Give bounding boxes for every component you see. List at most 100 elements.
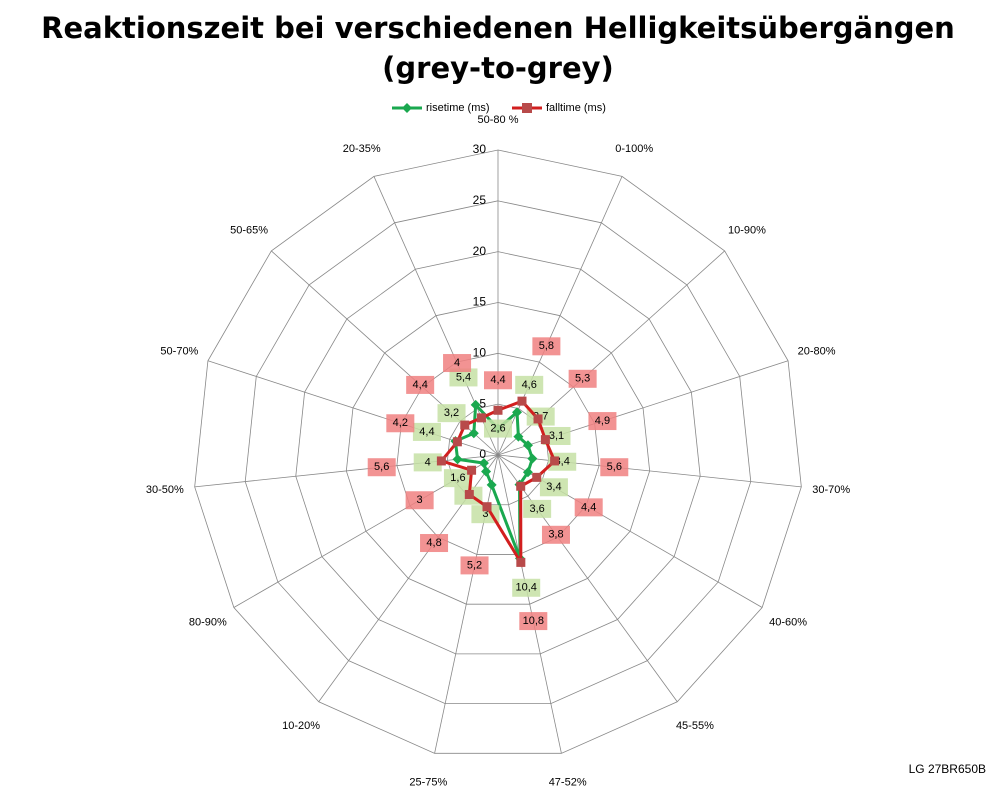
data-label-bg — [484, 419, 512, 438]
category-label: 25-75% — [409, 777, 447, 786]
data-label-text: 4,4 — [413, 379, 428, 391]
marker — [550, 456, 560, 466]
grid-ring — [295, 251, 701, 655]
data-label-text: 3 — [417, 494, 423, 506]
r-tick-label: 20 — [473, 244, 487, 258]
data-label-text: 5,2 — [467, 559, 482, 571]
category-label: 20-80% — [798, 345, 836, 357]
category-label: 10-20% — [282, 720, 320, 732]
legend-marker — [402, 103, 412, 113]
data-label-text: 5,6 — [607, 461, 622, 473]
data-label-text: 4,4 — [490, 374, 505, 386]
data-label-text: 3 — [482, 508, 488, 520]
data-label-bg — [532, 337, 561, 356]
legend-marker — [522, 103, 532, 113]
data-label-bg — [541, 525, 570, 544]
data-label-text: 4 — [425, 456, 431, 468]
marker — [468, 428, 479, 439]
r-tick-label: 0 — [479, 447, 486, 461]
data-label-bg — [405, 491, 434, 510]
category-label: 0-100% — [615, 143, 653, 155]
spoke — [497, 454, 678, 702]
chart-title: Reaktionszeit bei verschiedenen Helligke… — [41, 11, 955, 45]
data-label: 5,3 — [568, 369, 597, 388]
marker — [522, 440, 533, 451]
category-label: 50-70% — [160, 345, 198, 357]
data-label: 3 — [471, 505, 500, 524]
marker — [532, 472, 542, 482]
data-label: 5,4 — [449, 368, 478, 387]
data-label-text: 4,4 — [581, 501, 596, 513]
data-label-text: 10,8 — [523, 615, 544, 627]
data-label: 3,4 — [539, 478, 568, 497]
category-label: 50-65% — [230, 225, 268, 237]
data-label-text: 3,1 — [549, 430, 564, 442]
data-label: 4,4 — [574, 498, 603, 517]
legend-label: risetime (ms) — [426, 102, 490, 114]
data-label-text: 5,6 — [374, 461, 389, 473]
data-label-bg — [443, 354, 472, 373]
data-label: 1,6 — [443, 469, 472, 488]
data-label-bg — [515, 375, 544, 394]
spoke — [497, 176, 623, 456]
data-label-text: 4,8 — [426, 537, 441, 549]
category-label: 50-80 % — [478, 114, 519, 126]
data-label-text: 2,6 — [490, 422, 505, 434]
data-label-bg — [484, 371, 512, 390]
data-label: 10,8 — [519, 612, 548, 631]
marker — [522, 467, 533, 478]
marker — [464, 489, 474, 499]
data-label: 4,4 — [412, 422, 441, 441]
marker — [452, 454, 463, 465]
grid-ring — [194, 149, 802, 754]
data-label-text: 3,8 — [548, 529, 563, 541]
data-label-bg — [539, 478, 568, 497]
marker — [517, 396, 527, 406]
data-label-text: 5,3 — [575, 373, 590, 385]
marker — [486, 479, 497, 490]
marker — [540, 435, 550, 445]
category-label: 47-52% — [549, 777, 587, 786]
data-label-bg — [406, 375, 435, 394]
data-label: 4,8 — [420, 534, 449, 553]
data-label-text: 4,6 — [522, 379, 537, 391]
marker — [482, 502, 492, 512]
data-label: 2,6 — [484, 419, 512, 438]
data-label: 3,8 — [541, 525, 570, 544]
marker — [478, 458, 489, 469]
data-label-bg — [568, 369, 597, 388]
data-label-bg — [600, 458, 629, 477]
marker — [470, 399, 481, 410]
data-label-text: 4 — [454, 357, 460, 369]
spoke — [497, 454, 562, 754]
data-label-bg — [460, 556, 489, 575]
marker — [533, 414, 543, 424]
grid-ring — [345, 302, 651, 605]
marker — [516, 557, 526, 567]
data-label-bg — [443, 469, 472, 488]
data-label: 4 — [443, 354, 472, 373]
chart-subtitle: (grey-to-grey) — [382, 51, 614, 85]
data-label-bg — [386, 414, 415, 433]
r-tick-label: 25 — [473, 193, 487, 207]
marker — [476, 413, 486, 423]
spoke — [373, 176, 499, 456]
data-label: 3 — [405, 491, 434, 510]
data-label-text: 5,8 — [539, 340, 554, 352]
data-label: 3,2 — [437, 404, 466, 423]
data-label-text: 4,4 — [419, 426, 434, 438]
category-label: 80-90% — [189, 616, 227, 628]
data-label-text: 3,6 — [529, 503, 544, 515]
r-tick-label: 30 — [473, 142, 487, 156]
data-label: 5,6 — [367, 458, 396, 477]
data-label-bg — [512, 578, 541, 597]
data-label-bg — [471, 505, 500, 524]
grid-ring — [244, 200, 752, 705]
category-label: 40-60% — [769, 616, 807, 628]
series-line — [453, 401, 534, 559]
data-label: 10,4 — [512, 578, 541, 597]
data-label: 5,8 — [532, 337, 561, 356]
spoke — [207, 360, 499, 456]
r-tick-label: 15 — [473, 295, 487, 309]
